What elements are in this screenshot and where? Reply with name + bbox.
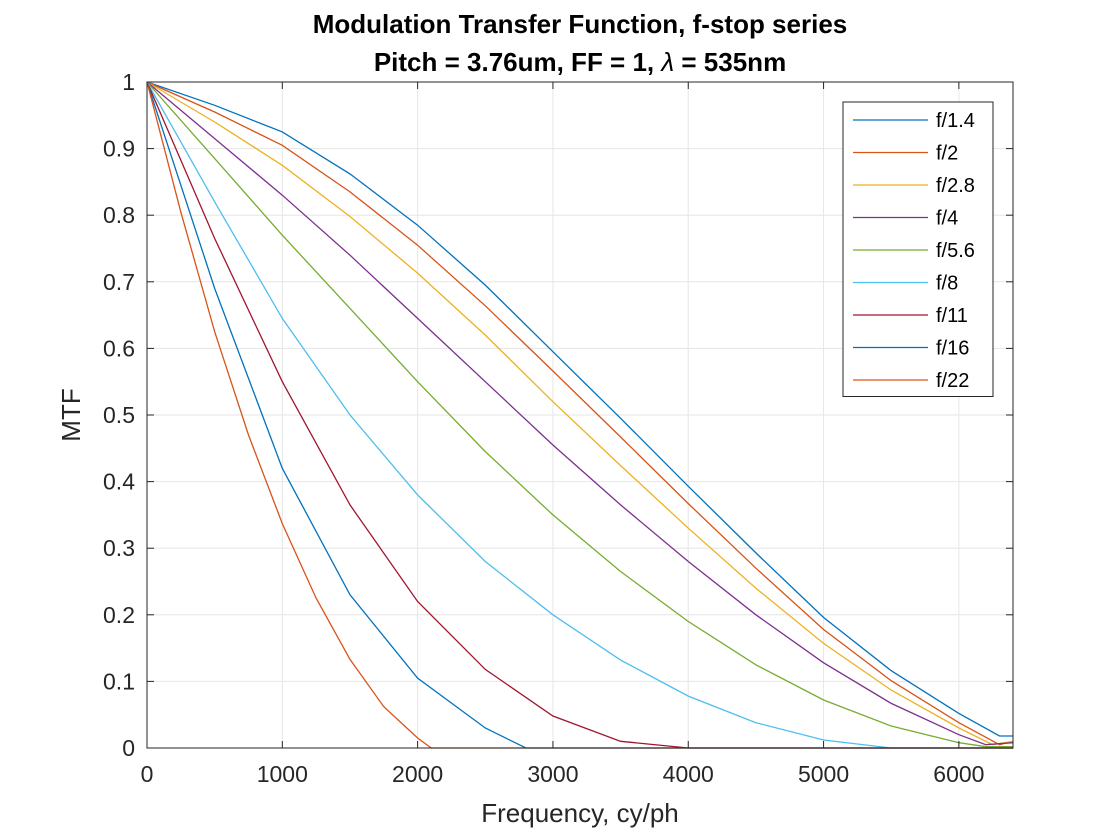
subtitle-suffix: = 535nm bbox=[674, 47, 786, 77]
series-line-f/2 bbox=[146, 81, 1014, 746]
x-tick-label: 1000 bbox=[257, 761, 308, 787]
legend: f/1.4 f/2 f/2.8 f/4 f/5.6 f/8 f/11 f/16 f/22 bbox=[842, 101, 994, 397]
legend-label: f/1.4 bbox=[936, 110, 975, 132]
subtitle-lambda: λ bbox=[659, 47, 674, 77]
axes bbox=[146, 81, 1014, 749]
series-line-f/22 bbox=[146, 81, 1013, 749]
y-tick-label: 0.5 bbox=[103, 402, 135, 428]
y-tick-label: 0.2 bbox=[103, 602, 135, 628]
y-tick-label: 0 bbox=[122, 735, 135, 761]
chart-title: Modulation Transfer Function, f-stop ser… bbox=[313, 9, 848, 39]
plot-box bbox=[146, 81, 1014, 749]
y-tick-label: 0.1 bbox=[103, 668, 135, 694]
x-tick-label: 4000 bbox=[663, 761, 714, 787]
legend-label: f/5.6 bbox=[936, 240, 975, 262]
x-tick-label: 2000 bbox=[392, 761, 443, 787]
x-tick-label: 3000 bbox=[527, 761, 578, 787]
series-line-f/2.8 bbox=[146, 81, 1014, 746]
series-line-f/1.4 bbox=[146, 81, 1013, 737]
x-tick-label: 6000 bbox=[933, 761, 984, 787]
y-tick-label: 0.9 bbox=[103, 136, 135, 162]
x-tick-label: 5000 bbox=[798, 761, 849, 787]
y-tick-label: 0.7 bbox=[103, 269, 135, 295]
y-tick-label: 0.3 bbox=[103, 535, 135, 561]
legend-label: f/8 bbox=[936, 273, 958, 295]
y-axis-label: MTF bbox=[56, 388, 86, 441]
tick-labels: 0 1000 2000 3000 4000 5000 6000 0 0.1 0.2 0.3 0.4 0.… bbox=[103, 69, 984, 787]
legend-label: f/4 bbox=[936, 208, 958, 230]
legend-label: f/22 bbox=[936, 370, 969, 392]
y-tick-label: 0.6 bbox=[103, 335, 135, 361]
subtitle-prefix: Pitch = 3.76um, FF = 1, bbox=[374, 47, 662, 77]
chart-subtitle: Pitch = 3.76um, FF = 1, λ = 535nm bbox=[374, 47, 786, 77]
series-line-f/4 bbox=[146, 81, 1014, 746]
legend-label: f/16 bbox=[936, 338, 969, 360]
legend-label: f/2 bbox=[936, 143, 958, 165]
series-line-f/8 bbox=[146, 81, 1013, 749]
y-tick-label: 1 bbox=[122, 69, 135, 95]
series-line-f/5.6 bbox=[146, 81, 1013, 748]
y-tick-label: 0.8 bbox=[103, 202, 135, 228]
legend-label: f/2.8 bbox=[936, 175, 975, 197]
x-axis-label: Frequency, cy/ph bbox=[481, 798, 679, 828]
y-tick-label: 0.4 bbox=[103, 469, 135, 495]
legend-label: f/11 bbox=[936, 305, 968, 327]
x-tick-label: 0 bbox=[141, 761, 154, 787]
